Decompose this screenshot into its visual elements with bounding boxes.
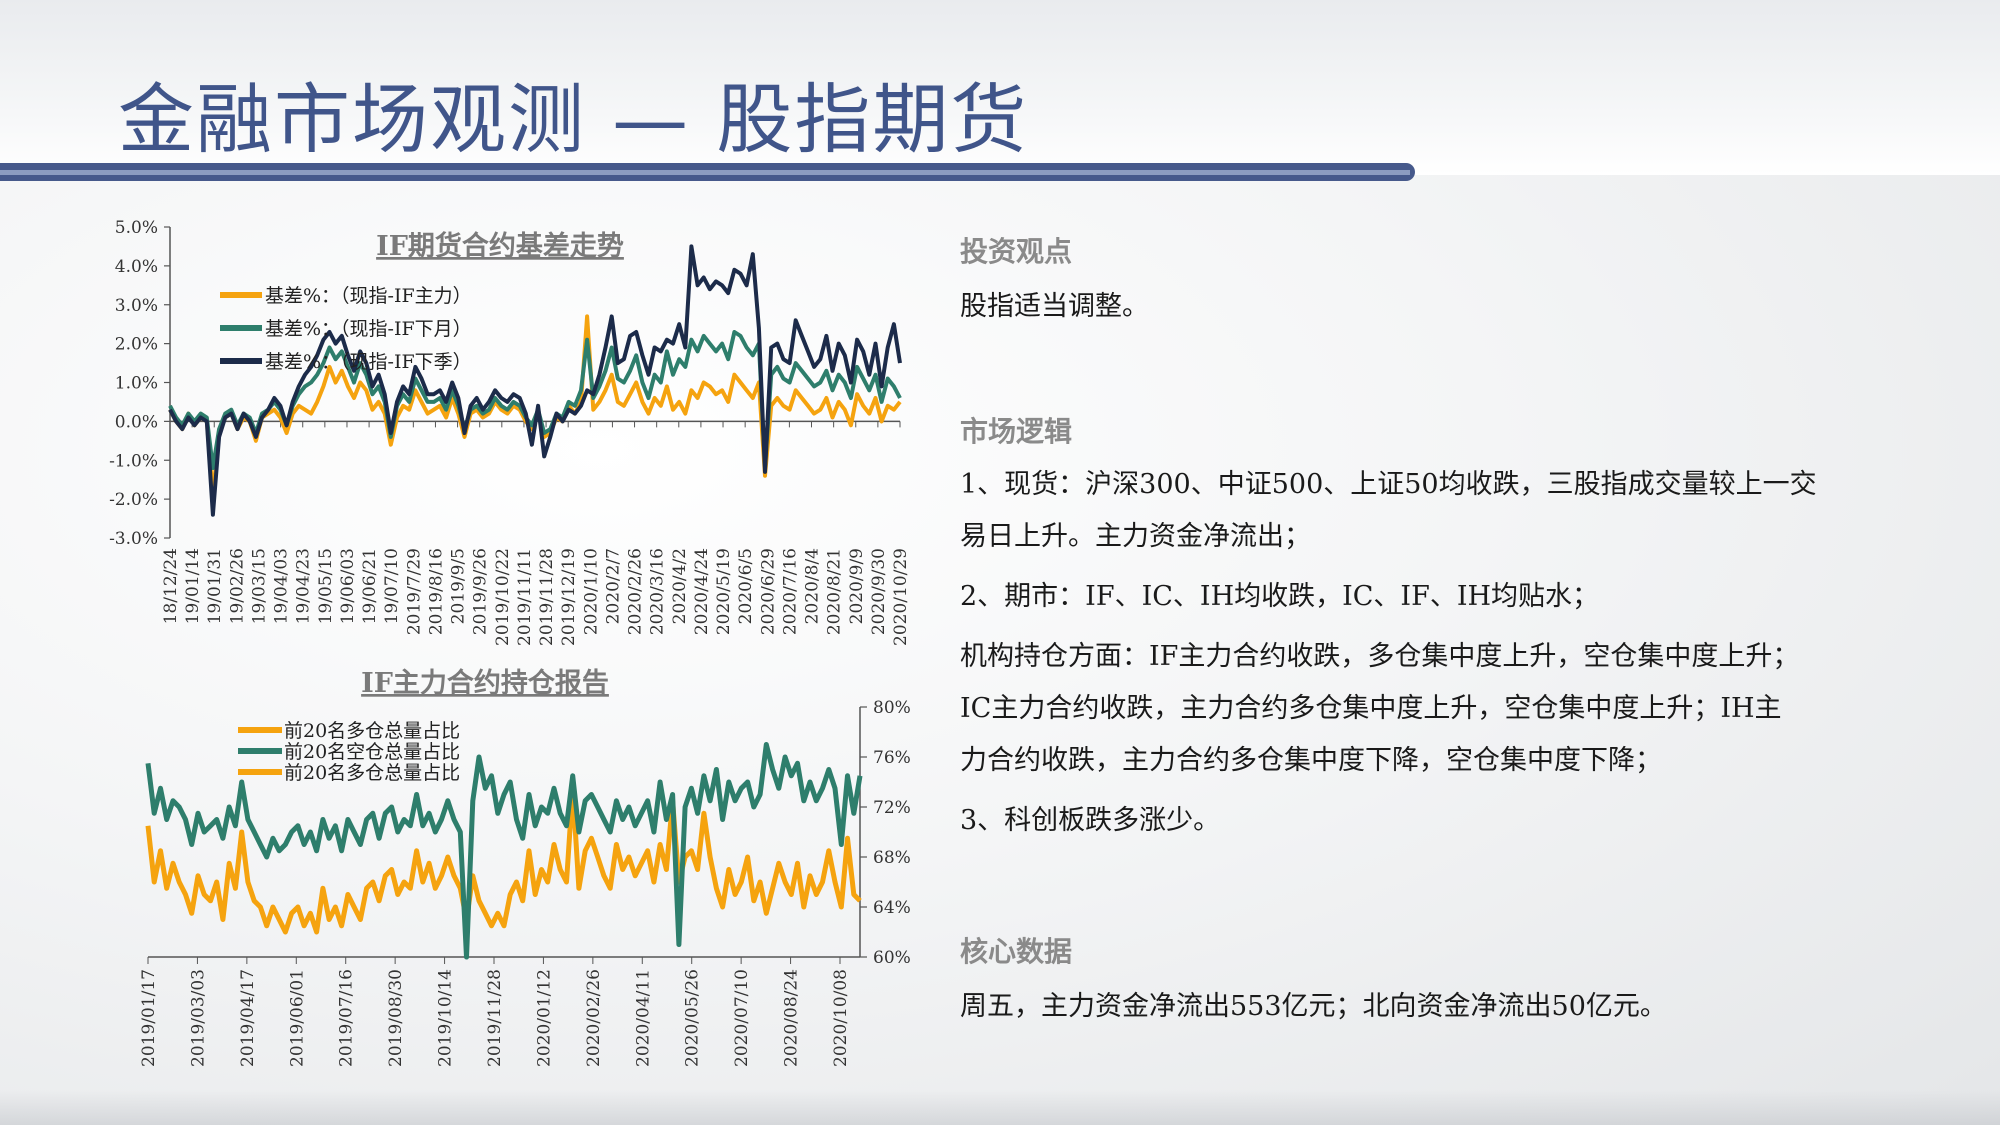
slide-title: 金融市场观测 — 股指期货 bbox=[118, 75, 1029, 164]
data-line: 周五，主力资金净流出553亿元；北向资金净流出50亿元。 bbox=[960, 991, 1667, 1022]
chart2-series-line-1 bbox=[145, 785, 862, 935]
chart1-x-tick-label: 19/06/03 bbox=[338, 548, 358, 624]
chart1-series-line-3 bbox=[168, 244, 902, 517]
chart1-x-tick-label: 2020/7/16 bbox=[780, 548, 800, 635]
chart1-x-tick-label: 19/04/03 bbox=[272, 548, 292, 624]
chart1-y-tick-label: -1.0% bbox=[109, 451, 158, 471]
chart2-legend-label: 前20名多仓总量占比 bbox=[284, 762, 460, 784]
logic-line-6: 力合约收跌，主力合约多仓集中度下降，空仓集中度下降； bbox=[960, 745, 1662, 776]
section-heading-logic: 市场逻辑 bbox=[960, 415, 1073, 448]
chart2-title: IF主力合约持仓报告 bbox=[361, 667, 609, 699]
chart2-x-tick-label: 2019/11/28 bbox=[485, 969, 505, 1067]
chart2-legend-label: 前20名多仓总量占比 bbox=[284, 720, 460, 742]
chart2-x-tick-label: 2020/01/12 bbox=[534, 969, 554, 1067]
chart1-x-tick-label: 2020/4/2 bbox=[670, 548, 690, 624]
chart1-x-tick-label: 2020/9/30 bbox=[869, 548, 889, 635]
chart1-x-tick-label: 19/02/26 bbox=[227, 548, 247, 624]
chart1-legend-label: 基差%：（现指-IF下季） bbox=[265, 351, 472, 373]
chart1-x-tick-label: 2020/3/16 bbox=[648, 548, 668, 635]
chart1-x-tick-label: 19/07/10 bbox=[382, 548, 402, 624]
chart1-x-tick-label: 19/05/15 bbox=[316, 548, 336, 624]
chart1-x-tick-label: 2020/8/4 bbox=[803, 548, 823, 624]
chart1-x-tick-label: 2019/9/5 bbox=[449, 548, 469, 624]
chart2-x-tick-label: 2019/07/16 bbox=[337, 969, 357, 1067]
chart1-y-tick-label: -3.0% bbox=[109, 529, 158, 549]
chart1-x-tick-label: 2020/5/19 bbox=[714, 548, 734, 635]
section-heading-data: 核心数据 bbox=[960, 935, 1073, 968]
chart1-legend-label: 基差%：（现指-IF下月） bbox=[265, 318, 472, 340]
chart1-x-tick-label: 2019/11/11 bbox=[515, 548, 535, 646]
chart1-x-tick-label: 2020/10/29 bbox=[891, 548, 911, 646]
logic-line-4: 机构持仓方面：IF主力合约收跌，多仓集中度上升，空仓集中度上升； bbox=[960, 641, 1800, 672]
chart2-x-tick-label: 2019/03/03 bbox=[188, 969, 208, 1067]
header-background bbox=[0, 0, 2000, 175]
chart1-x-tick-label: 19/06/21 bbox=[360, 548, 380, 624]
chart1-y-tick-label: 4.0% bbox=[115, 257, 158, 277]
chart2-y-tick-label: 76% bbox=[873, 748, 911, 768]
view-line: 股指适当调整。 bbox=[960, 291, 1149, 322]
chart2-y-tick-label: 72% bbox=[873, 798, 911, 818]
chart1-y-tick-label: 2.0% bbox=[115, 335, 158, 355]
logic-line-1: 1、现货：沪深300、中证500、上证50均收跌，三股指成交量较上一交 bbox=[960, 469, 1817, 500]
chart2-x-tick-label: 2020/02/26 bbox=[584, 969, 604, 1067]
chart1-y-tick-label: -2.0% bbox=[109, 490, 158, 510]
chart2-x-tick-label: 2019/04/17 bbox=[238, 969, 258, 1067]
chart2-y-tick-label: 64% bbox=[873, 898, 911, 918]
logic-line-2: 易日上升。主力资金净流出； bbox=[960, 521, 1311, 552]
chart2-y-tick-label: 68% bbox=[873, 848, 911, 868]
chart2-x-tick-label: 2020/10/08 bbox=[831, 969, 851, 1067]
chart1-x-tick-label: 2019/7/29 bbox=[404, 548, 424, 635]
chart1-x-tick-label: 19/01/31 bbox=[205, 548, 225, 624]
chart1-x-tick-label: 2019/9/26 bbox=[471, 548, 491, 635]
chart2-x-tick-label: 2020/05/26 bbox=[683, 969, 703, 1067]
chart1-x-tick-label: 19/01/14 bbox=[183, 548, 203, 624]
chart2-x-tick-label: 2019/06/01 bbox=[287, 969, 307, 1067]
chart1-x-tick-label: 2020/1/10 bbox=[581, 548, 601, 635]
title-underline-highlight bbox=[0, 170, 1410, 175]
chart2-series-line-2 bbox=[145, 742, 863, 960]
chart1-x-tick-label: 2020/8/21 bbox=[825, 548, 845, 635]
chart2-x-tick-label: 2019/01/17 bbox=[139, 969, 159, 1067]
chart1-y-tick-label: 0.0% bbox=[115, 412, 158, 432]
chart2-y-tick-label: 60% bbox=[873, 948, 911, 968]
chart1-x-tick-label: 2020/6/5 bbox=[736, 548, 756, 624]
chart2-x-tick-label: 2019/10/14 bbox=[436, 969, 456, 1067]
logic-line-7: 3、科创板跌多涨少。 bbox=[960, 805, 1221, 836]
chart1-x-tick-label: 2020/6/29 bbox=[758, 548, 778, 635]
section-heading-view: 投资观点 bbox=[960, 235, 1073, 268]
chart1-title: IF期货合约基差走势 bbox=[376, 230, 624, 262]
logic-line-5: IC主力合约收跌，主力合约多仓集中度上升，空仓集中度上升；IH主 bbox=[960, 693, 1782, 724]
chart1-y-tick-label: 3.0% bbox=[115, 296, 158, 316]
chart1-x-tick-label: 2019/8/16 bbox=[426, 548, 446, 635]
chart1-x-tick-label: 2020/9/9 bbox=[847, 548, 867, 624]
chart1-x-tick-label: 2020/4/24 bbox=[692, 548, 712, 635]
chart2-legend-label: 前20名空仓总量占比 bbox=[284, 741, 460, 763]
chart1-x-tick-label: 18/12/24 bbox=[161, 548, 181, 624]
chart2-x-tick-label: 2020/04/11 bbox=[633, 969, 653, 1067]
chart1-x-tick-label: 2020/2/26 bbox=[626, 548, 646, 635]
chart1-x-tick-label: 2020/2/7 bbox=[603, 548, 623, 624]
chart2-y-tick-label: 80% bbox=[873, 698, 911, 718]
chart1-x-tick-label: 2019/12/19 bbox=[559, 548, 579, 646]
chart1-x-tick-label: 2019/10/22 bbox=[493, 548, 513, 646]
chart1-x-tick-label: 19/04/23 bbox=[294, 548, 314, 624]
chart1-x-tick-label: 19/03/15 bbox=[249, 548, 269, 624]
chart1-x-tick-label: 2019/11/28 bbox=[537, 548, 557, 646]
bottom-shadow bbox=[0, 1090, 2000, 1125]
chart2-x-tick-label: 2019/08/30 bbox=[386, 969, 406, 1067]
chart2-x-tick-label: 2020/08/24 bbox=[782, 969, 802, 1067]
chart1-y-tick-label: 5.0% bbox=[115, 218, 158, 238]
chart2-x-tick-label: 2020/07/10 bbox=[732, 969, 752, 1067]
chart1-legend-label: 基差%：（现指-IF主力） bbox=[265, 285, 472, 307]
logic-line-3: 2、期市：IF、IC、IH均收跌，IC、IF、IH均贴水； bbox=[960, 581, 1600, 612]
chart1-y-tick-label: 1.0% bbox=[115, 374, 158, 394]
